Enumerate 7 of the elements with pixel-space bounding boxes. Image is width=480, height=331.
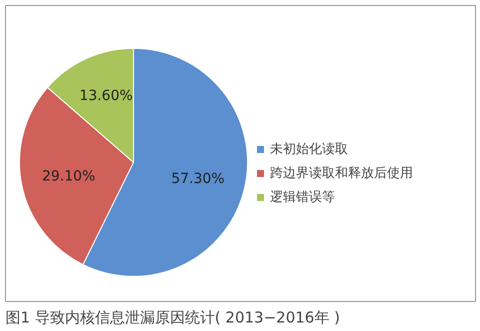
data-label: 57.30% [171, 170, 225, 187]
data-label: 29.10% [42, 168, 96, 185]
legend-label: 逻辑错误等 [270, 189, 335, 206]
legend-label: 跨边界读取和释放后使用 [270, 165, 413, 182]
text: 图1 导致内核信息泄漏原因统计( 2013−2016年 ) [6, 308, 340, 326]
legend-label: 未初始化读取 [270, 141, 348, 158]
data-label: 13.60% [79, 88, 133, 104]
